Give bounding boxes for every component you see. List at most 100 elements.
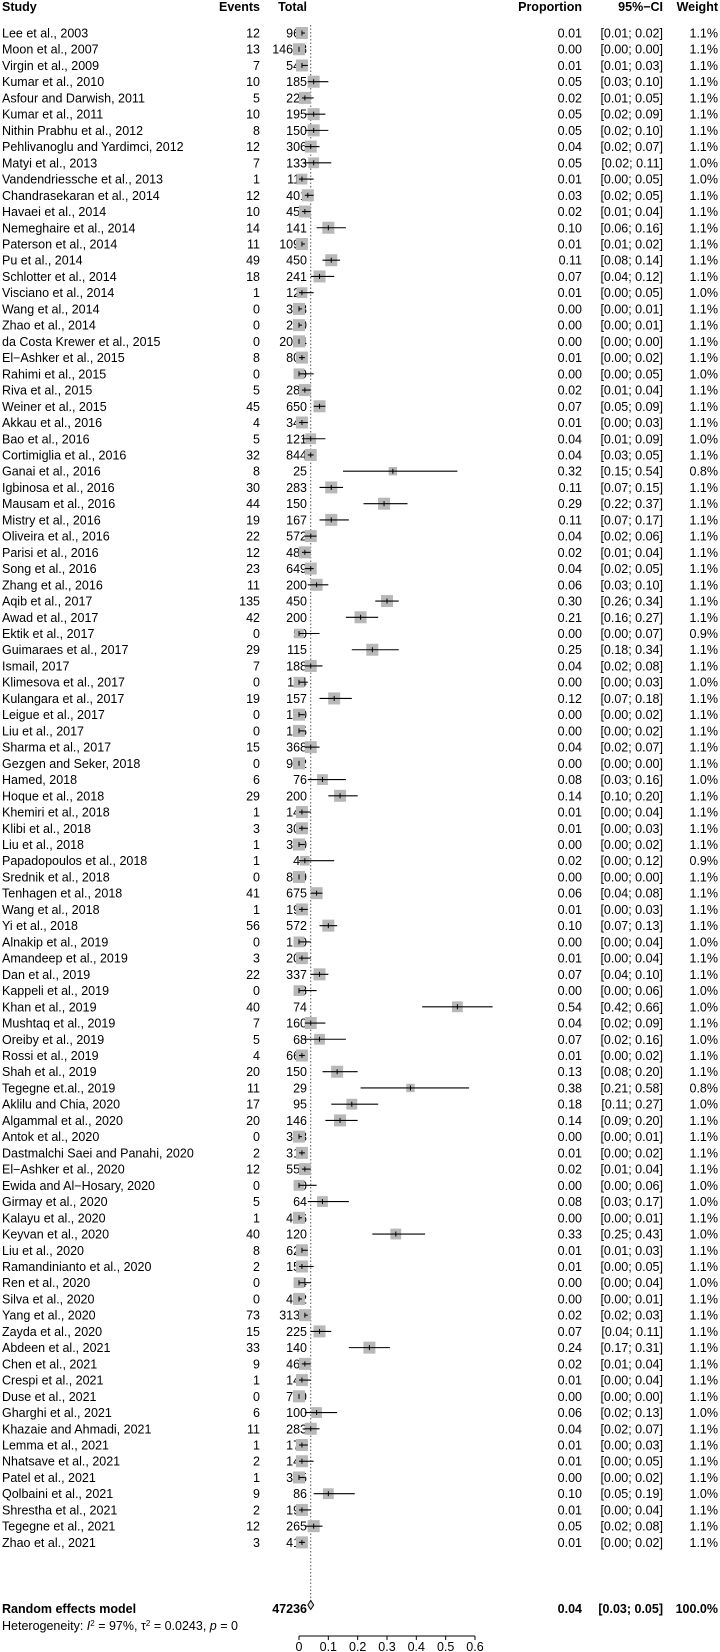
header-ci: 95%−CI xyxy=(618,0,663,14)
events-value: 0 xyxy=(253,1276,260,1290)
ci-value: [0.08; 0.20] xyxy=(600,1065,663,1079)
ci-value: [0.00; 0.00] xyxy=(600,1390,663,1404)
proportion-value: 0.12 xyxy=(558,692,582,706)
study-label: Zayda et al., 2020 xyxy=(2,1325,102,1339)
total-value: 25 xyxy=(293,465,307,479)
weight-value: 1.1% xyxy=(690,919,719,933)
study-label: Mushtaq et al., 2019 xyxy=(2,1017,115,1031)
ci-value: [0.25; 0.43] xyxy=(600,1228,663,1242)
proportion-value: 0.07 xyxy=(558,270,582,284)
study-label: Gezgen and Seker, 2018 xyxy=(2,757,140,771)
study-label: Oreiby et al., 2019 xyxy=(2,1033,104,1047)
proportion-value: 0.00 xyxy=(558,319,582,333)
study-label: Pehlivanoglu and Yardimci, 2012 xyxy=(2,140,184,154)
study-row: Ewida and Al−Hosary, 20200600.00[0.00; 0… xyxy=(2,1179,718,1193)
study-row: Zhao et al., 202134180.01[0.00; 0.02]1.1… xyxy=(2,1536,718,1550)
study-row: Papadopoulos et al., 2018 1 45 0.02 [0.00; 0… xyxy=(2,854,718,868)
ci-value: [0.02; 0.10] xyxy=(600,124,663,138)
study-row: Girmay et al., 2020 5 64 0.08 [0.03; 0.17] 1.… xyxy=(2,1195,718,1209)
events-value: 5 xyxy=(253,1033,260,1047)
study-row: Nhatsave et al., 202121430.01[0.00; 0.05… xyxy=(2,1455,718,1469)
events-value: 1 xyxy=(253,1439,260,1453)
proportion-value: 0.02 xyxy=(558,91,582,105)
proportion-value: 0.33 xyxy=(558,1228,582,1242)
proportion-value: 0.06 xyxy=(558,887,582,901)
ci-value: [0.01; 0.09] xyxy=(600,432,663,446)
weight-value: 1.1% xyxy=(690,1390,719,1404)
weight-value: 1.0% xyxy=(690,984,719,998)
events-value: 0 xyxy=(253,367,260,381)
study-row: Klimesova et al., 201701140.00[0.00; 0.0… xyxy=(2,676,718,690)
total-value: 29 xyxy=(293,1081,307,1095)
weight-value: 1.1% xyxy=(690,611,719,625)
study-label: Kappeli et al., 2019 xyxy=(2,984,109,998)
ci-value: [0.01; 0.04] xyxy=(600,1163,663,1177)
events-value: 14 xyxy=(246,221,260,235)
study-label: Moon et al., 2007 xyxy=(2,43,99,57)
events-value: 29 xyxy=(246,643,260,657)
proportion-value: 0.05 xyxy=(558,156,582,170)
events-value: 22 xyxy=(246,530,260,544)
ci-value: [0.15; 0.54] xyxy=(600,465,663,479)
weight-value: 1.1% xyxy=(690,384,719,398)
proportion-value: 0.00 xyxy=(558,724,582,738)
ci-value: [0.07; 0.13] xyxy=(600,919,663,933)
proportion-value: 0.21 xyxy=(558,611,582,625)
events-value: 1 xyxy=(253,1471,260,1485)
total-value: 121 xyxy=(286,432,307,446)
ci-value: [0.01; 0.04] xyxy=(600,1357,663,1371)
proportion-value: 0.29 xyxy=(558,497,582,511)
proportion-value: 0.01 xyxy=(558,822,582,836)
proportion-value: 0.10 xyxy=(558,221,582,235)
study-row: Lee et al., 2003129660.01[0.01; 0.02]1.1… xyxy=(2,27,718,41)
proportion-value: 0.18 xyxy=(558,1098,582,1112)
study-label: Chandrasekaran et al., 2014 xyxy=(2,189,160,203)
events-value: 11 xyxy=(247,578,260,592)
events-value: 0 xyxy=(253,1390,260,1404)
events-value: 1 xyxy=(253,854,260,868)
study-row: Shah et al., 2019 20 150 0.13 [0.08; 0.20] 1.… xyxy=(2,1065,718,1079)
study-row: Song et al., 2016 23 649 0.04 [0.02; 0.05] 1.… xyxy=(2,562,718,576)
study-label: Algammal et al., 2020 xyxy=(2,1114,123,1128)
proportion-value: 0.00 xyxy=(558,335,582,349)
weight-value: 1.0% xyxy=(690,1228,719,1242)
events-value: 45 xyxy=(246,400,260,414)
study-row: Qolbaini et al., 2021 9 86 0.10 [0.05; 0.19]… xyxy=(2,1487,718,1501)
weight-value: 0.9% xyxy=(690,627,719,641)
weight-value: 1.1% xyxy=(690,1049,719,1063)
study-label: Rahimi et al., 2015 xyxy=(2,367,106,381)
proportion-value: 0.02 xyxy=(558,1163,582,1177)
study-row: Kulangara et al., 2017 19 157 0.12 [0.07; 0.… xyxy=(2,692,718,706)
proportion-value: 0.04 xyxy=(558,432,582,446)
total-value: 146 xyxy=(286,1114,307,1128)
weight-value: 1.1% xyxy=(690,254,719,268)
total-value: 450 xyxy=(286,254,307,268)
study-row: Dastmalchi Saei and Panahi, 202023190.01… xyxy=(2,1146,718,1160)
ci-value: [0.02; 0.08] xyxy=(600,659,663,673)
events-value: 9 xyxy=(253,1357,260,1371)
weight-value: 1.1% xyxy=(690,91,719,105)
proportion-value: 0.01 xyxy=(558,903,582,917)
total-value: 120 xyxy=(286,1228,307,1242)
events-value: 8 xyxy=(253,124,260,138)
study-row: Ganai et al., 2016 8 25 0.32 [0.15; 0.54] 0.8… xyxy=(2,465,718,479)
total-value: 241 xyxy=(286,270,307,284)
proportion-value: 0.00 xyxy=(558,367,582,381)
weight-value: 1.0% xyxy=(690,432,719,446)
study-label: Lemma et al., 2021 xyxy=(2,1439,109,1453)
proportion-value: 0.07 xyxy=(558,1033,582,1047)
events-value: 7 xyxy=(253,1017,260,1031)
proportion-value: 0.04 xyxy=(558,448,582,462)
ci-value: [0.00; 0.01] xyxy=(600,319,663,333)
study-row: Awad et al., 2017 42 200 0.21 [0.16; 0.27] 1.… xyxy=(2,611,718,625)
ci-value: [0.05; 0.19] xyxy=(600,1487,663,1501)
study-label: Kumar et al., 2010 xyxy=(2,75,104,89)
total-value: 200 xyxy=(286,611,307,625)
weight-value: 1.1% xyxy=(690,108,719,122)
study-label: Antok et al., 2020 xyxy=(2,1130,99,1144)
total-value: 337 xyxy=(286,968,307,982)
total-value: 572 xyxy=(286,530,307,544)
proportion-value: 0.08 xyxy=(558,773,582,787)
study-label: Ismail, 2017 xyxy=(2,659,69,673)
proportion-value: 0.01 xyxy=(558,351,582,365)
